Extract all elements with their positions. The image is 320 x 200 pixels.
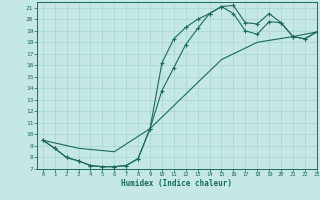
X-axis label: Humidex (Indice chaleur): Humidex (Indice chaleur) [121, 179, 232, 188]
